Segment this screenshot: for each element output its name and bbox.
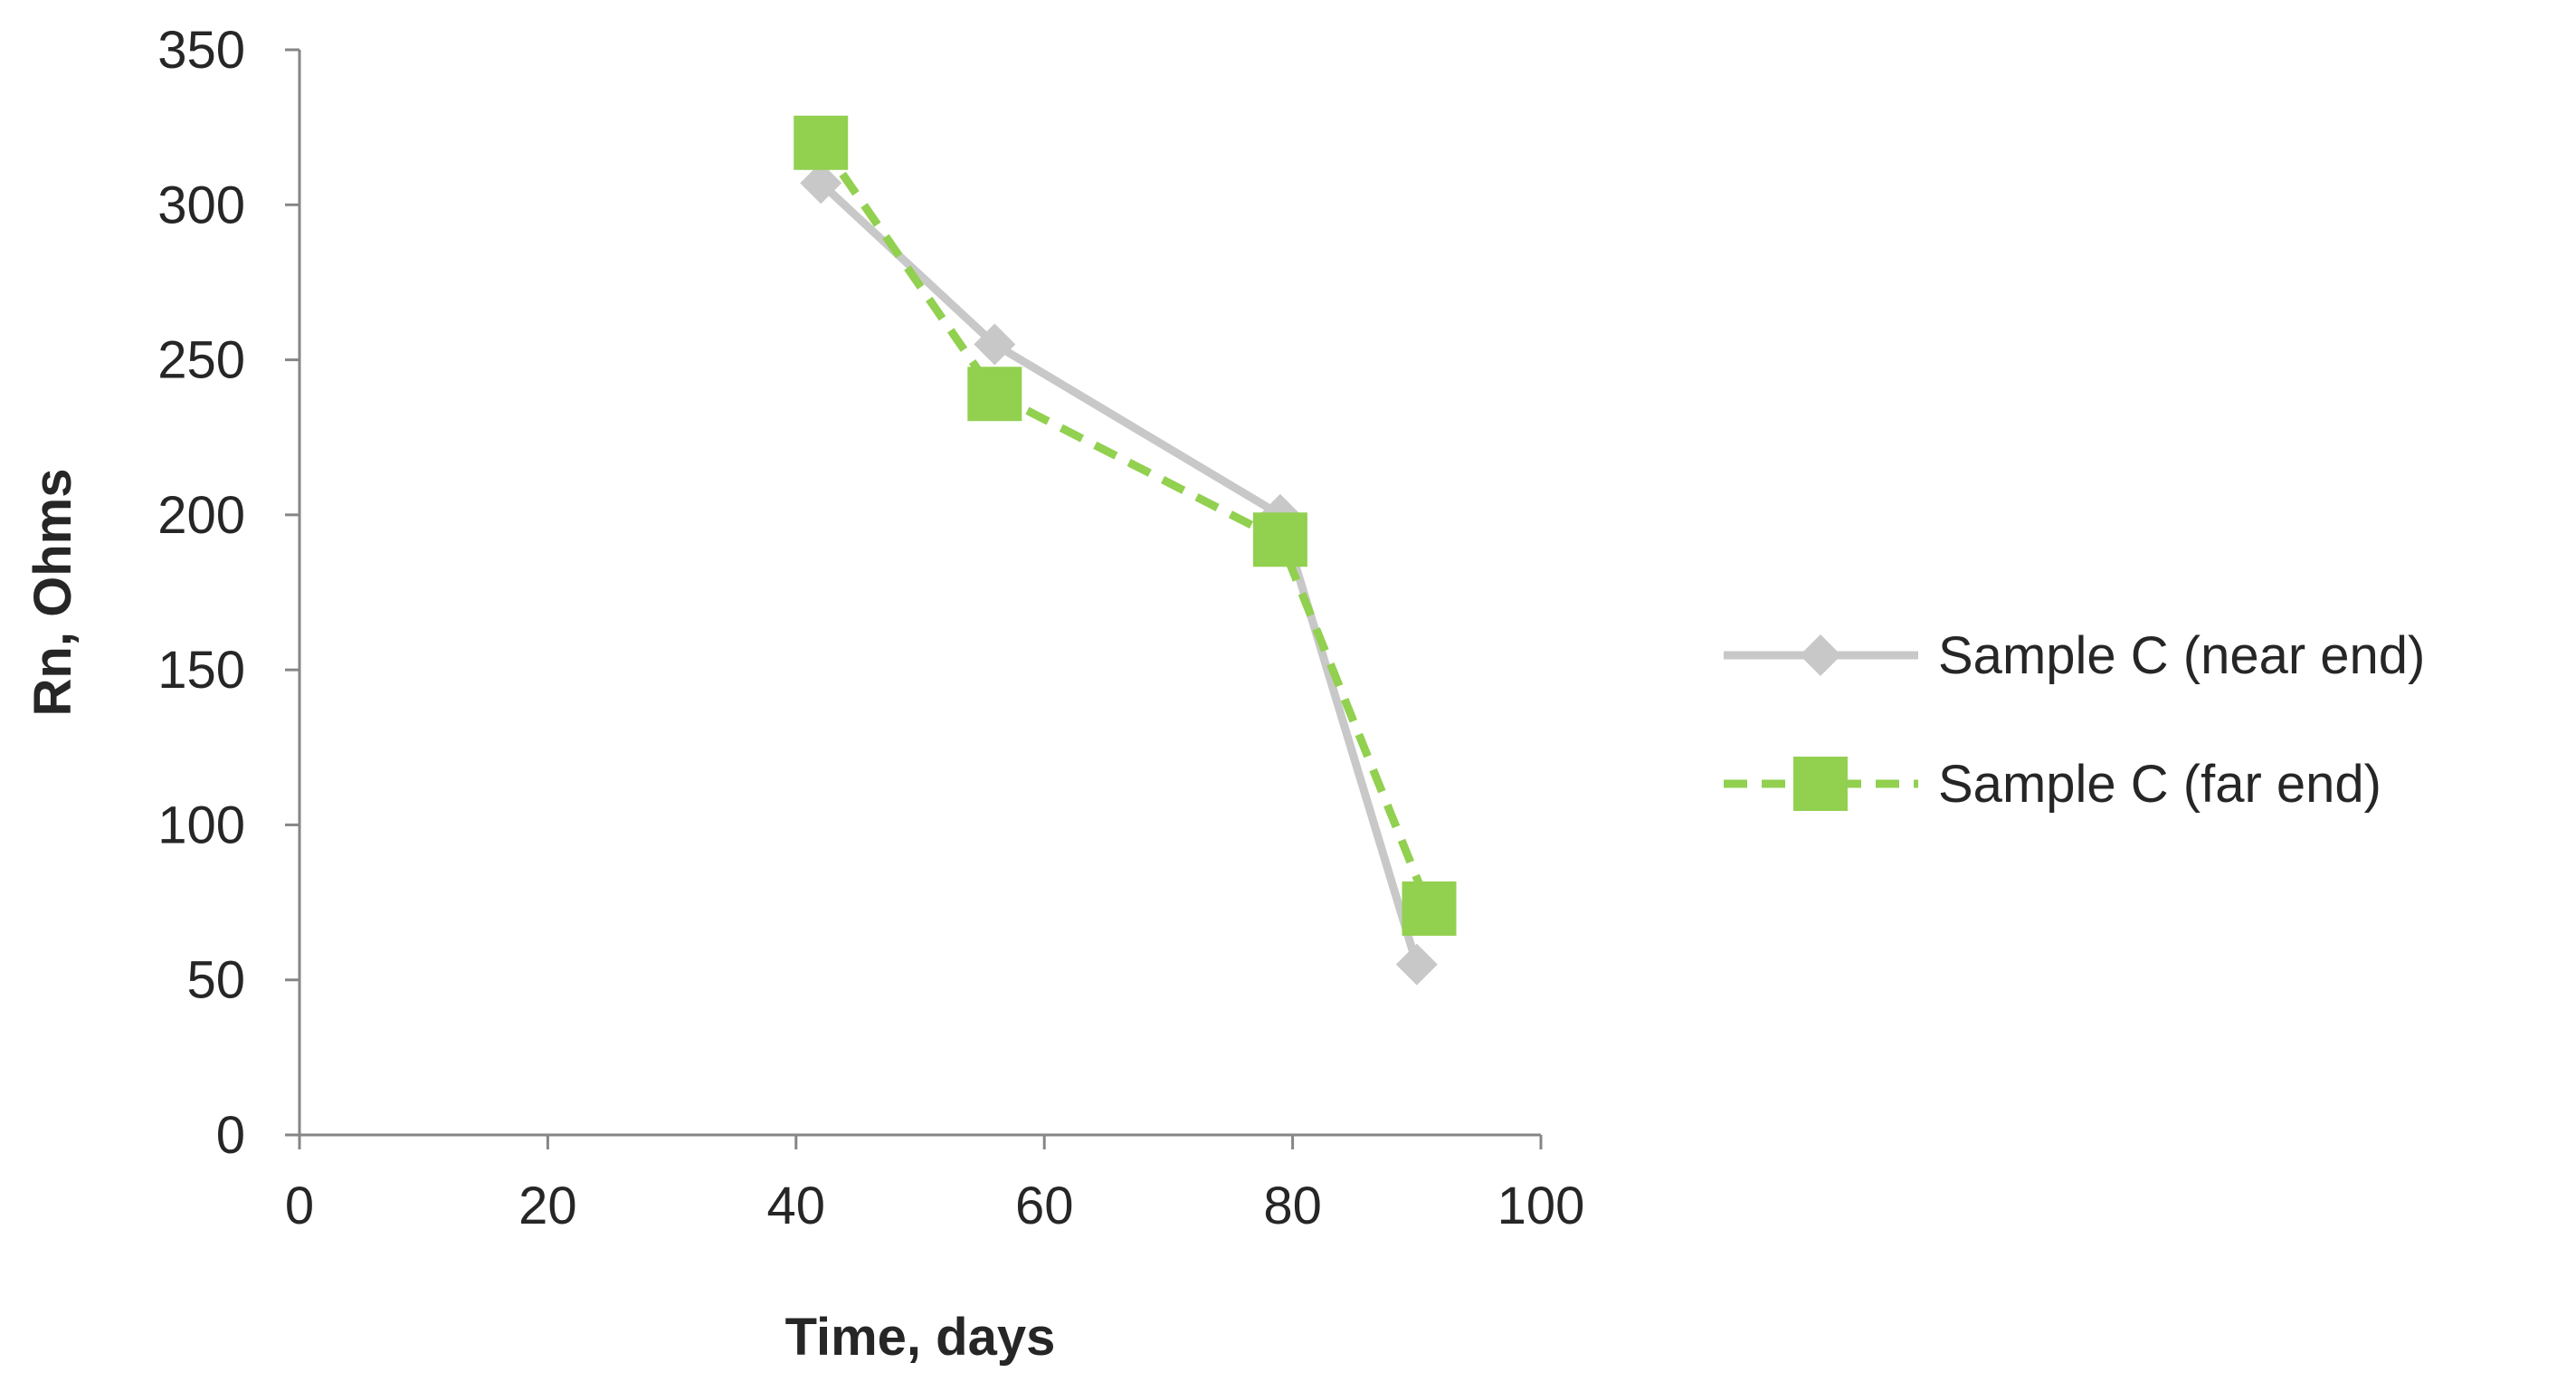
y-axis-title: Rn, Ohms [24, 469, 82, 717]
y-tick-label: 0 [216, 1106, 245, 1165]
x-tick-label: 0 [285, 1177, 314, 1235]
y-tick-label: 100 [157, 796, 245, 854]
series-2 [794, 115, 1457, 936]
legend-marker [1793, 757, 1848, 811]
series-1 [800, 162, 1438, 986]
x-tick-label: 20 [518, 1177, 577, 1235]
data-point [974, 323, 1016, 366]
series-line [817, 140, 1433, 910]
series-line [816, 178, 1421, 969]
x-tick-label: 60 [1015, 1177, 1074, 1235]
y-tick-label: 300 [157, 176, 245, 234]
x-tick-label: 80 [1263, 1177, 1322, 1235]
legend-entry: Sample C (far end) [1724, 755, 2381, 814]
legend-marker [1800, 634, 1841, 676]
y-tick-label: 250 [157, 331, 245, 390]
legend-label: Sample C (far end) [1938, 755, 2381, 814]
y-tick-label: 350 [157, 21, 245, 80]
data-point [1395, 943, 1438, 986]
axes: 0 50 100 150 200 250 300 350 0 20 40 60 80 100 [157, 21, 1584, 1235]
x-tick-label: 100 [1497, 1177, 1585, 1235]
legend-label: Sample C (near end) [1938, 626, 2425, 685]
data-point [800, 162, 842, 205]
x-tick-label: 40 [767, 1177, 826, 1235]
y-tick-label: 200 [157, 486, 245, 545]
data-point [1402, 881, 1457, 936]
data-point [794, 115, 849, 170]
series-layer [794, 115, 1457, 986]
legend: Sample C (near end) Sample C (far end) [1724, 626, 2425, 814]
data-point [967, 367, 1022, 422]
y-tick-label: 150 [157, 641, 245, 700]
y-tick-label: 50 [186, 951, 245, 1010]
x-axis-title: Time, days [785, 1308, 1056, 1367]
legend-entry: Sample C (near end) [1724, 626, 2425, 685]
data-point [1252, 512, 1307, 567]
